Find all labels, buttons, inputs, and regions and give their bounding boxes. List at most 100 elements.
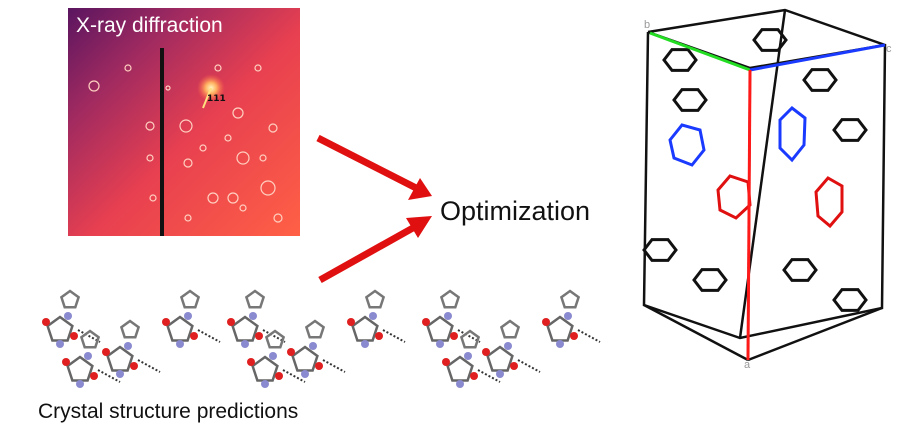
axis-b-label: b: [644, 19, 650, 31]
framework-ring: [832, 118, 868, 142]
atom: [184, 312, 192, 320]
molecule-ring: [559, 289, 581, 309]
atom: [504, 342, 512, 350]
molecule-ring: [264, 329, 286, 349]
atom: [301, 370, 309, 378]
atom: [241, 340, 249, 348]
atom: [422, 318, 430, 326]
diffraction-spot: [183, 158, 193, 168]
molecule-ring: [244, 289, 266, 309]
atom: [249, 312, 257, 320]
diffraction-spot: [273, 213, 283, 223]
diffraction-spot: [207, 192, 219, 204]
optimization-label: Optimization: [440, 196, 591, 226]
arrowhead-from-xrd: [408, 178, 432, 200]
atom: [102, 348, 110, 356]
atom: [496, 370, 504, 378]
hydrogen-bond: [282, 369, 306, 383]
atom: [76, 380, 84, 388]
diffraction-spot: [268, 123, 278, 133]
hydrogen-bond: [457, 329, 481, 343]
diffraction-spot: [232, 107, 244, 119]
optimized-unit-cell: b c a: [642, 8, 892, 371]
diffraction-spot: [146, 154, 154, 162]
molecule-ring: [231, 315, 259, 342]
diffraction-spot: [254, 64, 262, 72]
atom: [255, 332, 263, 340]
molecule-ring: [46, 315, 74, 342]
molecule-ring: [79, 329, 101, 349]
arrowhead-from-predictions: [406, 216, 432, 238]
framework-ring: [672, 88, 708, 112]
unit-cell-box: [642, 8, 887, 362]
axis-b: [649, 31, 751, 72]
atom: [450, 332, 458, 340]
red-molecule-right: [814, 176, 844, 229]
molecule-ring: [179, 289, 201, 309]
diffraction-spot: [239, 204, 247, 212]
atom: [42, 318, 50, 326]
hydrogen-bond: [77, 329, 101, 343]
atom: [436, 340, 444, 348]
axis-a-label: a: [744, 359, 751, 371]
atom: [176, 340, 184, 348]
blue-molecule-left: [668, 123, 706, 167]
framework-ring: [752, 28, 788, 52]
xray-diffraction-title: X-ray diffraction: [76, 14, 223, 37]
molecule-ring: [59, 289, 81, 309]
framework-ring: [642, 238, 678, 262]
atom: [470, 372, 478, 380]
diffraction-spot: [214, 64, 222, 72]
atom: [261, 380, 269, 388]
hydrogen-bond: [262, 329, 286, 343]
molecule-ring: [291, 345, 319, 372]
hydrogen-bond: [577, 329, 601, 343]
framework-ring: [802, 68, 838, 92]
diffraction-spot: [224, 134, 232, 142]
framework-ring: [662, 48, 698, 72]
molecule-ring: [106, 345, 134, 372]
atom: [70, 332, 78, 340]
atom: [124, 342, 132, 350]
atom: [464, 352, 472, 360]
hydrogen-bond: [97, 369, 121, 383]
crystal-structure-predictions-label: Crystal structure predictions: [38, 400, 299, 423]
reflection-label: 111: [207, 94, 226, 104]
axis-a: [746, 69, 752, 361]
hydrogen-bond: [137, 359, 161, 373]
molecule-ring: [364, 289, 386, 309]
molecule-ring: [486, 345, 514, 372]
diffraction-spot: [165, 85, 171, 91]
atom: [570, 332, 578, 340]
atom: [375, 332, 383, 340]
hydrogen-bond: [322, 359, 346, 373]
blue-molecule-right: [778, 106, 807, 163]
diffraction-spot: [149, 194, 157, 202]
atom: [456, 380, 464, 388]
molecule-ring: [251, 355, 279, 382]
atom: [444, 312, 452, 320]
atom: [84, 352, 92, 360]
atom: [56, 340, 64, 348]
molecule-ring: [351, 315, 379, 342]
atom: [275, 372, 283, 380]
axis-c: [749, 43, 886, 72]
axis-c-label: c: [886, 43, 892, 55]
molecule-ring: [499, 319, 521, 339]
atom: [347, 318, 355, 326]
diffraction-spot: [236, 151, 250, 165]
molecule-ring: [119, 319, 141, 339]
molecule-ring: [439, 289, 461, 309]
atom: [90, 372, 98, 380]
atom: [162, 318, 170, 326]
molecule-ring: [66, 355, 94, 382]
molecule-ring: [426, 315, 454, 342]
hydrogen-bond: [382, 329, 406, 343]
atom: [227, 318, 235, 326]
framework-ring: [692, 268, 728, 292]
diffraction-spot: [124, 64, 132, 72]
diffraction-spot: [179, 119, 193, 133]
atom: [309, 342, 317, 350]
molecule-ring: [546, 315, 574, 342]
